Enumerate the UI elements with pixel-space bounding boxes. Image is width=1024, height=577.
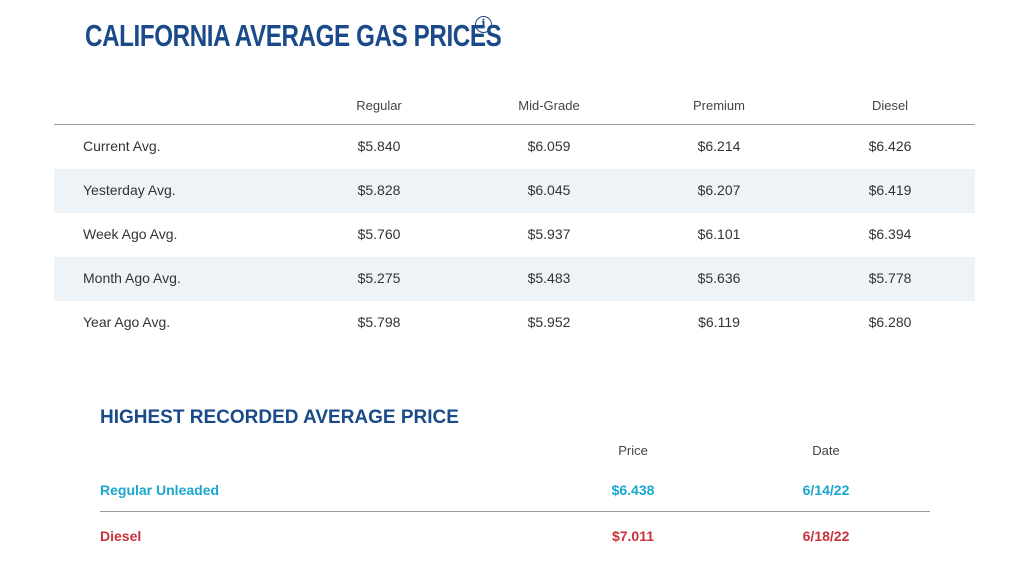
fuel-label: Regular Unleaded [100, 482, 220, 498]
table-header-row: Regular Mid-Grade Premium Diesel [54, 92, 975, 125]
row-label: Week Ago Avg. [83, 226, 178, 242]
cell-premium: $6.214 [697, 138, 741, 154]
record-price: $6.438 [611, 482, 655, 498]
header-regular: Regular [356, 98, 402, 113]
table-row: Month Ago Avg. $5.275 $5.483 $5.636 $5.7… [54, 257, 975, 301]
cell-premium: $5.636 [697, 270, 741, 286]
highest-row-diesel: Diesel $7.011 6/18/22 [100, 512, 930, 557]
cell-regular: $5.760 [357, 226, 401, 242]
table-row: Current Avg. $5.840 $6.059 $6.214 $6.426 [54, 125, 975, 169]
header-price: Price [618, 443, 648, 458]
row-label: Current Avg. [83, 138, 161, 154]
cell-mid-grade: $6.045 [527, 182, 571, 198]
cell-regular: $5.840 [357, 138, 401, 154]
row-label: Yesterday Avg. [83, 182, 176, 198]
cell-mid-grade: $5.483 [527, 270, 571, 286]
record-date: 6/18/22 [802, 528, 850, 544]
highest-recorded-section: HIGHEST RECORDED AVERAGE PRICE Price Dat… [100, 404, 930, 557]
header-date: Date [812, 443, 840, 458]
highest-row-regular: Regular Unleaded $6.438 6/14/22 [100, 466, 930, 512]
section-title: HIGHEST RECORDED AVERAGE PRICE [100, 407, 459, 428]
cell-premium: $6.119 [698, 314, 740, 330]
cell-regular: $5.275 [357, 270, 401, 286]
title-wrap: CALIFORNIA AVERAGE GAS PRICES [85, 14, 619, 58]
table-row: Year Ago Avg. $5.798 $5.952 $6.119 $6.28… [54, 301, 975, 345]
row-label: Month Ago Avg. [83, 270, 181, 286]
table-row: Yesterday Avg. $5.828 $6.045 $6.207 $6.4… [54, 169, 975, 213]
page-title: CALIFORNIA AVERAGE GAS PRICES [85, 18, 502, 53]
header-mid-grade: Mid-Grade [518, 98, 580, 113]
cell-diesel: $6.426 [868, 138, 912, 154]
cell-mid-grade: $5.952 [527, 314, 571, 330]
record-date: 6/14/22 [802, 482, 850, 498]
info-icon[interactable]: i [475, 16, 492, 33]
average-prices-table: Regular Mid-Grade Premium Diesel Current… [54, 92, 975, 345]
cell-mid-grade: $5.937 [527, 226, 571, 242]
highest-header-row: Price Date [100, 432, 930, 466]
cell-regular: $5.798 [357, 314, 401, 330]
cell-diesel: $5.778 [868, 270, 912, 286]
row-label: Year Ago Avg. [83, 314, 171, 330]
header-premium: Premium [692, 98, 745, 113]
fuel-label: Diesel [100, 528, 142, 544]
cell-diesel: $6.280 [868, 314, 912, 330]
cell-diesel: $6.394 [868, 226, 912, 242]
cell-diesel: $6.419 [868, 182, 912, 198]
cell-premium: $6.101 [697, 226, 741, 242]
cell-premium: $6.207 [697, 182, 741, 198]
header-diesel: Diesel [871, 98, 909, 113]
cell-regular: $5.828 [357, 182, 401, 198]
table-row: Week Ago Avg. $5.760 $5.937 $6.101 $6.39… [54, 213, 975, 257]
record-price: $7.011 [611, 528, 655, 544]
cell-mid-grade: $6.059 [527, 138, 571, 154]
